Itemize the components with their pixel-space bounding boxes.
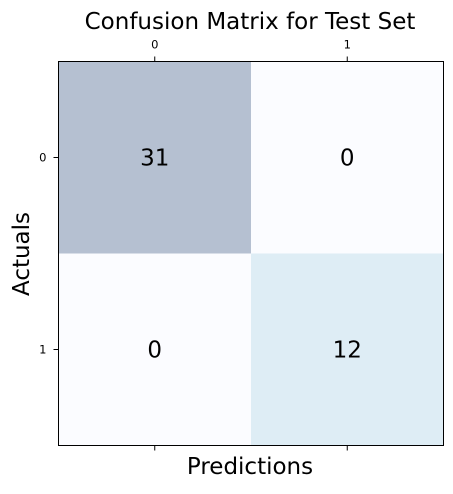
- y-axis-label: Actuals: [9, 212, 35, 296]
- plot-frame: [58, 61, 444, 446]
- cell-1-0: [58, 253, 251, 446]
- cell-label-0-1: 0: [340, 146, 355, 172]
- y-tick-label-0: 0: [39, 151, 46, 165]
- cell-1-1: [251, 253, 444, 446]
- bottom-axis-ticks: [154, 445, 348, 451]
- x-axis-label: Predictions: [187, 454, 313, 480]
- cell-0-0: [58, 61, 251, 254]
- chart-title: Confusion Matrix for Test Set: [85, 9, 416, 35]
- cell-label-1-1: 12: [333, 338, 362, 364]
- cell-label-1-0: 0: [147, 338, 162, 364]
- matrix-cell-labels: 31 0 0 12: [140, 146, 362, 364]
- cell-0-1: [251, 61, 444, 254]
- y-tick-label-1: 1: [39, 343, 46, 357]
- left-axis-ticks: 01: [39, 151, 59, 357]
- x-tick-label-1: 1: [344, 38, 351, 52]
- matrix-cells: [58, 61, 444, 446]
- x-tick-label-0: 0: [151, 38, 158, 52]
- cell-label-0-0: 31: [140, 146, 169, 172]
